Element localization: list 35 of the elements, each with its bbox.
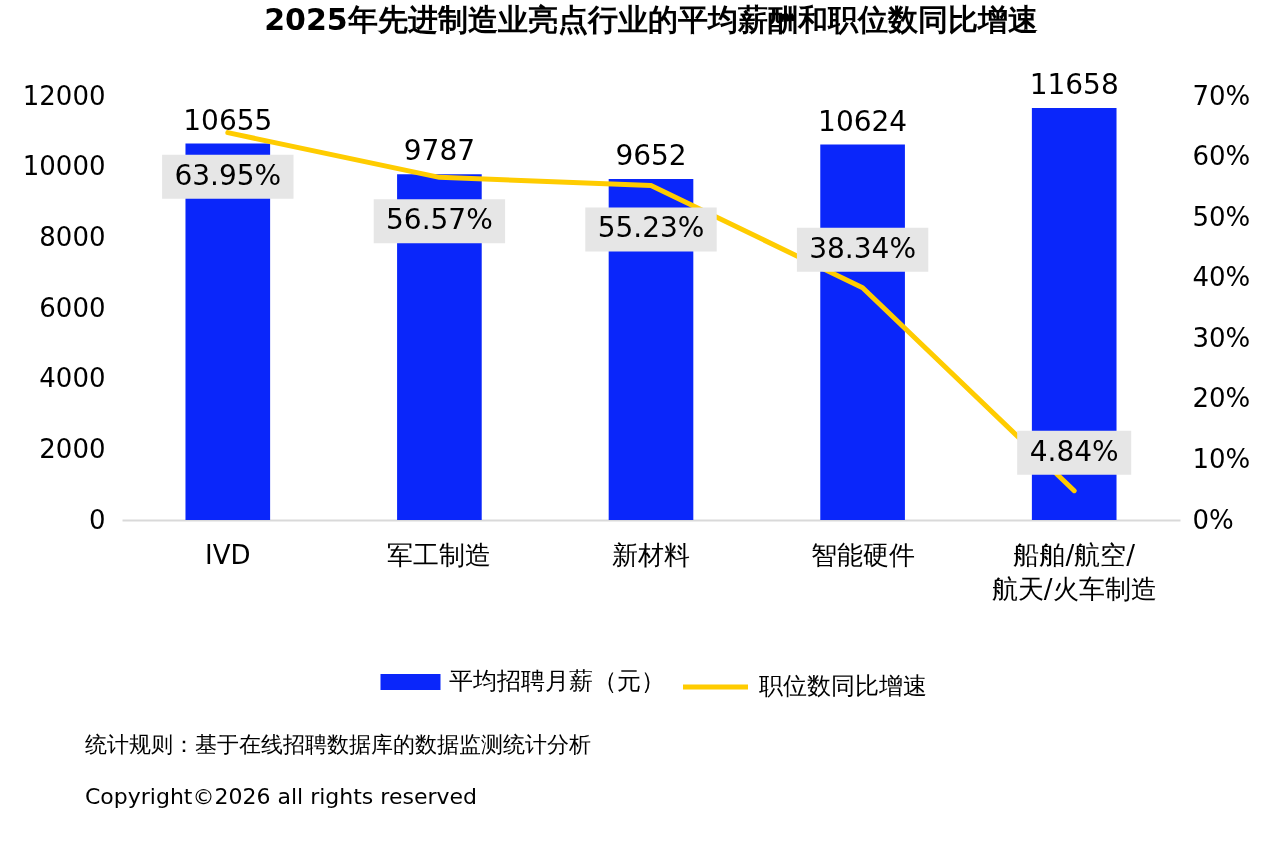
y-tick-label: 4000 [39, 363, 106, 394]
y-tick-label: 2000 [39, 433, 106, 464]
x-tick-label: 新材料 [612, 539, 690, 570]
data-label: 10655 [183, 103, 273, 137]
y2-tick-label: 30% [1192, 322, 1251, 353]
y-tick-label: 12000 [22, 80, 106, 111]
y2-tick-label: 70% [1192, 80, 1251, 111]
x-tick-label: IVD [205, 539, 251, 570]
y-tick-label: 10000 [22, 151, 106, 182]
y2-tick-label: 60% [1192, 141, 1251, 172]
text: Copyright©2026 all rights reserved [85, 784, 477, 809]
data-label: 9787 [403, 134, 476, 168]
y-tick-label: 0 [88, 504, 106, 535]
y2-tick-label: 10% [1192, 443, 1251, 474]
data-label: 4.84% [1029, 434, 1119, 468]
y2-tick-label: 40% [1192, 262, 1251, 293]
y-tick-label: 8000 [39, 221, 106, 252]
text: 统计规则：基于在线招聘数据库的数据监测统计分析 [85, 732, 591, 757]
data-label: 55.23% [597, 211, 705, 245]
y2-tick-label: 20% [1192, 383, 1251, 414]
x-tick-label: 军工制造 [387, 539, 492, 570]
y-tick-label: 6000 [39, 292, 106, 323]
y2-tick-label: 50% [1192, 201, 1251, 232]
x-tick-label: 船舶/航空/航天/火车制造 [991, 539, 1157, 604]
legend-label: 职位数同比增速 [758, 672, 927, 700]
y2-tick-label: 0% [1192, 504, 1234, 535]
data-label: 11658 [1029, 68, 1119, 102]
x-tick-label: 智能硬件 [810, 539, 915, 570]
data-label: 9652 [615, 138, 687, 172]
legend-label: 平均招聘月薪（元） [448, 667, 665, 695]
chart-title: 2025年先进制造业亮点行业的平均薪酬和职位数同比增速 [264, 2, 1038, 38]
data-label: 10624 [818, 104, 908, 138]
data-label: 56.57% [386, 203, 493, 237]
data-label: 38.34% [809, 231, 916, 265]
data-label: 63.95% [174, 158, 282, 192]
